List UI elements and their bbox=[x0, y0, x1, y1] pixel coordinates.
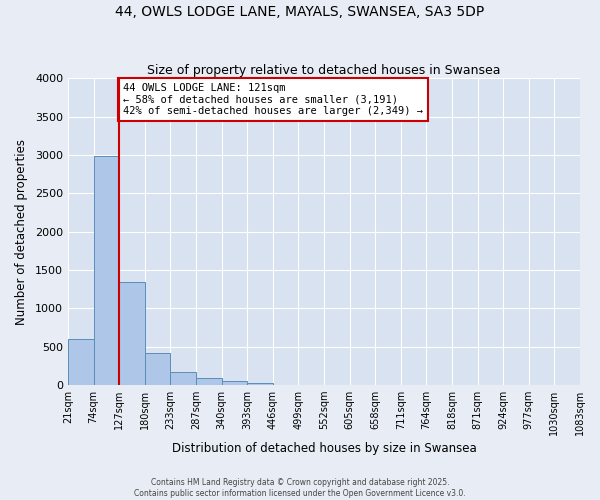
Text: 44 OWLS LODGE LANE: 121sqm
← 58% of detached houses are smaller (3,191)
42% of s: 44 OWLS LODGE LANE: 121sqm ← 58% of deta… bbox=[123, 83, 423, 116]
Y-axis label: Number of detached properties: Number of detached properties bbox=[15, 138, 28, 324]
Bar bbox=[221, 382, 247, 385]
Title: Size of property relative to detached houses in Swansea: Size of property relative to detached ho… bbox=[147, 64, 501, 77]
Text: Contains HM Land Registry data © Crown copyright and database right 2025.
Contai: Contains HM Land Registry data © Crown c… bbox=[134, 478, 466, 498]
Bar bbox=[119, 282, 145, 385]
Bar bbox=[68, 339, 94, 385]
Bar bbox=[196, 378, 221, 385]
Bar bbox=[145, 352, 170, 385]
X-axis label: Distribution of detached houses by size in Swansea: Distribution of detached houses by size … bbox=[172, 442, 476, 455]
Bar bbox=[247, 384, 273, 385]
Text: 44, OWLS LODGE LANE, MAYALS, SWANSEA, SA3 5DP: 44, OWLS LODGE LANE, MAYALS, SWANSEA, SA… bbox=[115, 5, 485, 19]
Bar bbox=[170, 372, 196, 385]
Bar bbox=[94, 156, 119, 385]
